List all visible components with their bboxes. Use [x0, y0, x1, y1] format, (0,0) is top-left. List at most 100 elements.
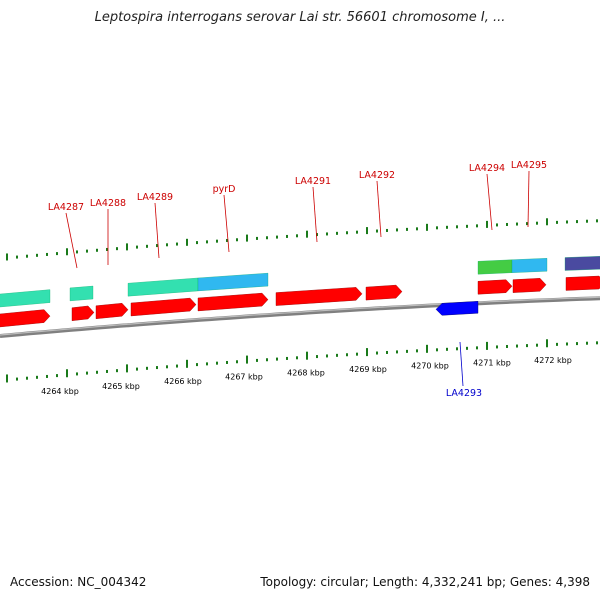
- scale-tick: [336, 353, 338, 357]
- scale-tick: [256, 358, 258, 362]
- outer-tick: [526, 222, 528, 226]
- forward-gene-arrow[interactable]: [0, 309, 51, 328]
- backbone-line: [0, 296, 600, 338]
- outer-tick: [426, 223, 428, 231]
- outer-tick: [476, 224, 478, 228]
- outer-tick: [286, 234, 288, 238]
- forward-gene-arrow[interactable]: [95, 303, 129, 319]
- outer-tick: [196, 241, 198, 245]
- scale-tick: [36, 375, 38, 379]
- scale-tick: [226, 360, 228, 364]
- outer-tick: [326, 232, 328, 236]
- scale-tick: [146, 366, 148, 370]
- scale-tick: [106, 369, 108, 373]
- forward-gene-arrow[interactable]: [275, 287, 363, 306]
- scale-label: 4267 kbp: [225, 373, 263, 382]
- scale-tick: [526, 344, 528, 348]
- scale-tick: [516, 344, 518, 348]
- outer-tick: [266, 236, 268, 240]
- scale-label: 4265 kbp: [102, 382, 140, 391]
- outer-tick: [516, 222, 518, 226]
- gene-label-la4293[interactable]: LA4293: [446, 388, 482, 399]
- outer-tick: [536, 221, 538, 225]
- scale-tick: [566, 342, 568, 346]
- gene-label-la4288[interactable]: LA4288: [90, 198, 126, 209]
- outer-tick: [566, 220, 568, 224]
- scale-tick: [66, 369, 68, 378]
- scale-tick: [546, 339, 548, 348]
- outer-tick: [66, 248, 68, 256]
- outer-tick: [56, 252, 58, 256]
- gene-label-la4291[interactable]: LA4291: [295, 176, 331, 187]
- outer-tick: [486, 220, 488, 228]
- outer-tick: [16, 255, 18, 259]
- forward-gene-arrow[interactable]: [512, 278, 547, 293]
- outer-tick: [396, 228, 398, 232]
- outer-tick: [316, 233, 318, 237]
- scale-tick: [436, 348, 438, 352]
- gene-label-la4292[interactable]: LA4292: [359, 170, 395, 181]
- outer-tick: [246, 234, 248, 242]
- scale-tick: [6, 374, 8, 383]
- map-title: Leptospira interrogans serovar Lai str. …: [94, 10, 506, 25]
- outer-tick: [556, 220, 558, 224]
- scale-tick: [376, 351, 378, 355]
- scale-label: 4264 kbp: [41, 387, 79, 396]
- outer-tick: [356, 230, 358, 234]
- annotation-block: [197, 272, 269, 292]
- outer-tick: [406, 227, 408, 231]
- outer-tick: [596, 219, 598, 223]
- outer-tick: [136, 245, 138, 249]
- outer-tick: [416, 227, 418, 231]
- forward-gene-arrow[interactable]: [365, 284, 403, 301]
- outer-tick: [166, 243, 168, 247]
- forward-gene-arrow[interactable]: [477, 279, 513, 295]
- gene-label-la4287[interactable]: LA4287: [48, 202, 84, 213]
- gene-label-la4289[interactable]: LA4289: [137, 192, 173, 203]
- scale-tick: [116, 369, 118, 373]
- outer-tick: [206, 240, 208, 244]
- scale-tick: [536, 343, 538, 347]
- label-leader: [65, 212, 78, 269]
- gene-label-la4295[interactable]: LA4295: [511, 160, 547, 171]
- outer-tick: [336, 231, 338, 235]
- scale-tick: [406, 349, 408, 353]
- outer-tick: [376, 229, 378, 233]
- scale-tick: [466, 346, 468, 350]
- annotation-block: [127, 277, 199, 297]
- gene-label-pyrd[interactable]: pyrD: [213, 184, 236, 195]
- outer-tick: [106, 247, 108, 251]
- outer-tick: [76, 250, 78, 254]
- reverse-gene-arrow[interactable]: [435, 301, 479, 316]
- outer-tick: [216, 239, 218, 243]
- scale-tick: [556, 342, 558, 346]
- outer-tick: [36, 253, 38, 257]
- scale-tick: [16, 377, 18, 381]
- label-leader: [376, 180, 382, 238]
- forward-gene-arrow[interactable]: [130, 297, 197, 317]
- forward-gene-arrow[interactable]: [565, 275, 600, 291]
- scale-tick: [366, 348, 368, 357]
- gene-label-la4294[interactable]: LA4294: [469, 163, 505, 174]
- scale-tick: [196, 363, 198, 367]
- outer-tick: [466, 224, 468, 228]
- scale-tick: [306, 351, 308, 360]
- scale-tick: [46, 374, 48, 378]
- scale-tick: [96, 370, 98, 374]
- scale-label: 4266 kbp: [164, 377, 202, 386]
- forward-gene-arrow[interactable]: [197, 292, 269, 312]
- label-leader: [154, 202, 160, 259]
- scale-tick: [176, 364, 178, 368]
- scale-tick: [496, 345, 498, 349]
- outer-tick: [116, 247, 118, 251]
- outer-tick: [366, 227, 368, 235]
- scale-label: 4269 kbp: [349, 365, 387, 374]
- outer-tick: [306, 230, 308, 238]
- forward-gene-arrow[interactable]: [71, 305, 95, 321]
- scale-tick: [276, 357, 278, 361]
- outer-tick: [496, 223, 498, 227]
- scale-tick: [316, 355, 318, 359]
- outer-tick: [436, 226, 438, 230]
- accession-text: Accession: NC_004342: [10, 575, 147, 589]
- scale-tick: [426, 344, 428, 353]
